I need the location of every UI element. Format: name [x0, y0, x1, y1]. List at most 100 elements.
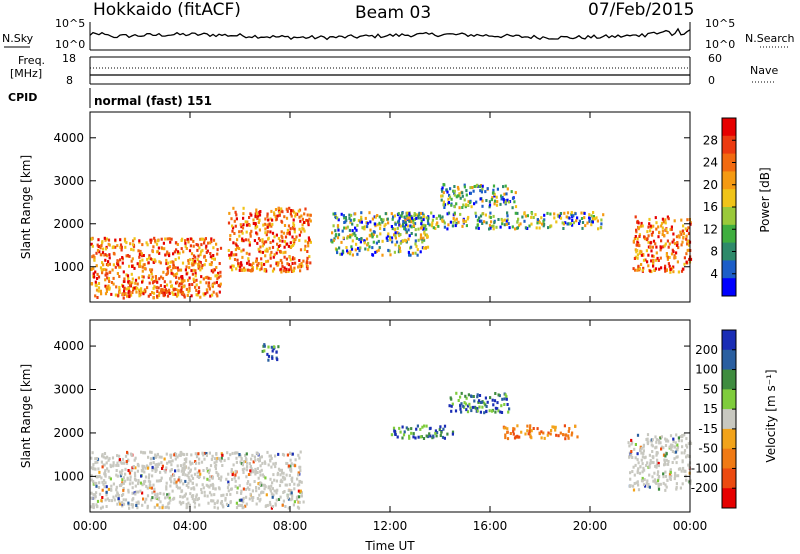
velocity-cell	[410, 427, 413, 431]
velocity-cell	[136, 506, 139, 510]
power-cell	[355, 242, 358, 246]
velocity-cell	[532, 427, 535, 430]
power-cell	[346, 251, 350, 255]
velocity-cell	[203, 476, 206, 480]
power-cell	[204, 259, 208, 262]
power-cell	[566, 222, 569, 226]
velocity-cell	[257, 486, 261, 490]
power-cell	[357, 219, 360, 223]
power-cell	[133, 286, 136, 290]
velocity-cell	[169, 455, 172, 459]
power-cell	[228, 211, 231, 215]
velocity-cell	[166, 493, 169, 497]
velocity-cell	[133, 477, 137, 481]
power-cell	[553, 212, 556, 216]
power-cell	[283, 255, 286, 259]
power-cell	[152, 260, 155, 264]
velocity-cell	[494, 392, 497, 395]
velocity-cell	[296, 495, 299, 499]
velocity-cell	[459, 404, 462, 408]
velocity-cell	[293, 482, 296, 486]
velocity-cell	[636, 452, 639, 456]
power-cell	[294, 212, 298, 216]
velocity-cell	[249, 469, 252, 473]
velocity-cell	[687, 442, 690, 446]
power-cell	[448, 195, 452, 199]
power-cell	[255, 259, 258, 263]
power-colorbar-swatch	[722, 171, 736, 190]
velocity-cell	[273, 478, 276, 482]
power-cell	[526, 227, 529, 230]
power-cell	[511, 225, 514, 229]
velocity-cell	[165, 485, 168, 489]
velocity-cell	[112, 482, 115, 486]
power-cell	[538, 221, 541, 225]
power-cell	[303, 229, 306, 233]
power-cell	[111, 268, 114, 272]
power-cell	[286, 262, 289, 266]
power-cell	[669, 268, 672, 271]
velocity-cell	[149, 486, 152, 490]
velocity-cell	[492, 403, 495, 407]
power-cell	[586, 221, 589, 225]
velocity-cell	[269, 459, 272, 463]
power-cell	[279, 244, 282, 247]
power-cell	[415, 244, 418, 248]
velocity-cell	[655, 463, 658, 467]
power-cell	[232, 241, 235, 245]
power-cell	[280, 230, 283, 234]
velocity-cell	[180, 490, 183, 494]
velocity-cell	[170, 463, 173, 467]
power-cell	[242, 248, 245, 252]
velocity-cell	[563, 424, 566, 428]
velocity-cell	[132, 497, 135, 501]
power-cell	[588, 213, 591, 217]
power-cell	[415, 216, 418, 220]
velocity-cell	[274, 461, 277, 465]
velocity-cell	[154, 493, 157, 497]
power-cell	[360, 220, 363, 224]
velocity-cell	[98, 474, 101, 478]
power-cell	[104, 258, 107, 262]
power-cell	[119, 243, 123, 247]
power-cell	[143, 266, 146, 270]
power-cell	[254, 214, 257, 218]
nave-label: Nave	[750, 64, 778, 77]
power-cell	[393, 214, 396, 218]
power-cell	[664, 242, 667, 246]
velocity-cell	[196, 471, 199, 475]
power-cell	[241, 237, 244, 241]
velocity-cell	[106, 497, 109, 501]
power-cell	[403, 215, 406, 219]
velocity-cell	[288, 483, 291, 487]
velocity-cell	[664, 474, 668, 478]
power-cell	[214, 274, 217, 278]
velocity-cell	[248, 497, 251, 501]
power-cell	[405, 230, 408, 234]
power-cell	[97, 282, 101, 285]
velocity-cell	[135, 504, 138, 507]
power-cell	[190, 269, 193, 273]
velocity-xtick-label: 12:00	[373, 519, 408, 533]
power-cell	[602, 213, 605, 217]
power-cell	[484, 213, 487, 217]
velocity-cell	[657, 482, 660, 486]
power-cell	[95, 251, 98, 255]
power-cell	[210, 263, 213, 266]
power-cell	[211, 256, 214, 260]
power-cell	[642, 258, 646, 262]
power-cell	[571, 223, 574, 227]
velocity-cell	[198, 469, 201, 473]
power-cell	[360, 211, 363, 215]
power-cell	[464, 205, 467, 209]
velocity-cell	[675, 461, 678, 465]
velocity-cell	[652, 479, 655, 483]
power-cell	[261, 240, 264, 244]
velocity-cell	[168, 492, 171, 496]
power-cell	[191, 283, 194, 286]
power-cell	[182, 285, 185, 289]
velocity-cell	[95, 491, 98, 495]
velocity-cell	[200, 491, 203, 495]
power-cell	[142, 275, 145, 279]
velocity-cell	[248, 487, 251, 491]
